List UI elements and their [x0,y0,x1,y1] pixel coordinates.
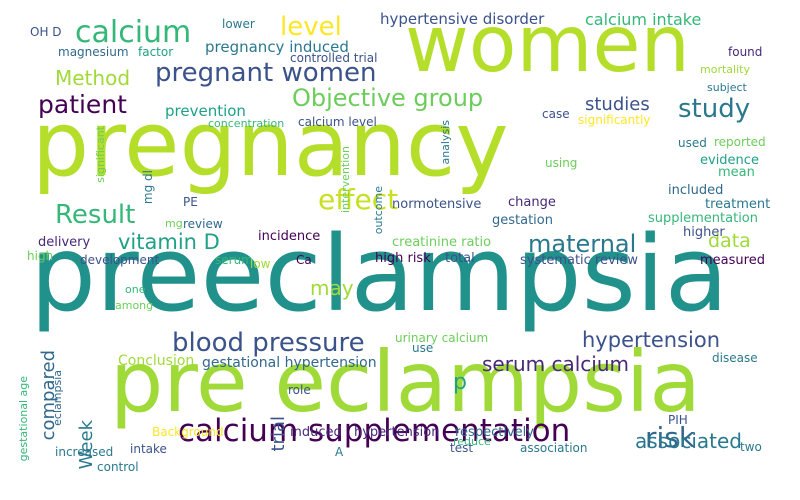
cloud-word: significantly [578,113,651,127]
cloud-word: blood pressure [172,328,365,358]
cloud-word: test [450,441,474,455]
cloud-word: controlled trial [290,51,378,65]
cloud-word: maternal [528,230,637,258]
cloud-word: pregnant women [155,58,377,88]
cloud-word: magnesium [58,45,129,59]
cloud-word: serum [215,253,253,267]
cloud-word: normotensive [392,197,482,212]
cloud-word: systematic review [520,253,638,268]
cloud-word: disease [712,351,758,365]
cloud-word: change [508,195,556,210]
cloud-word: creatinine ratio [392,235,492,250]
cloud-word: mg dl [141,170,155,205]
cloud-word: urinary calcium [395,331,489,345]
cloud-word: using [545,156,578,170]
cloud-word: case [542,107,570,121]
cloud-word: preeclampsia [30,213,729,335]
cloud-word: A [335,445,344,459]
cloud-word: patient [38,90,127,119]
cloud-word: mean [718,165,755,180]
cloud-word: evidence [700,153,759,168]
cloud-word: Background [152,425,224,439]
cloud-word: Method [55,66,131,90]
cloud-word: review [183,217,223,231]
cloud-word: intervention [339,146,352,213]
cloud-word: increased [55,445,114,459]
cloud-word: used [678,136,707,150]
cloud-word: effect [318,183,399,216]
cloud-word: included [668,183,724,198]
cloud-word: gestational age [17,376,30,462]
cloud-word: trial [268,416,289,452]
cloud-word: significant [94,126,107,183]
cloud-word: vitamin D [118,230,220,254]
cloud-word: calcium level [298,115,377,129]
cloud-word: among [115,299,154,312]
cloud-word: treatment [705,197,771,212]
cloud-word: level [280,12,342,42]
cloud-word: concentration [208,117,285,130]
cloud-word: Ca [296,253,312,267]
cloud-word: outcome [372,186,385,235]
cloud-word: calcium intake [585,10,702,29]
cloud-word: factor [138,45,174,59]
cloud-word: subject [707,81,747,94]
cloud-word: Objective group [292,84,484,112]
cloud-word: pregnancy induced [205,38,349,56]
cloud-word: induced [290,425,342,440]
cloud-word: p [453,370,467,395]
cloud-word: association [520,441,588,455]
cloud-word: eclampsia [51,370,64,426]
cloud-word: low [250,257,271,271]
cloud-word: delivery [38,235,91,250]
cloud-word: total [445,251,475,266]
cloud-word: pregnancy [32,92,509,197]
cloud-word: supplementation [648,211,758,226]
cloud-word: gestation [492,213,553,228]
cloud-word: Result [55,200,136,230]
cloud-word: calcium [75,15,192,50]
cloud-word: analysis [439,120,452,165]
cloud-word: higher [683,225,725,240]
cloud-word: respectively [455,425,534,440]
cloud-word: reported [714,135,766,149]
cloud-word: risk [645,421,696,454]
cloud-word: OH D [30,25,62,39]
cloud-word: data [708,230,751,252]
cloud-word: study [678,94,751,124]
cloud-word: found [728,45,763,59]
cloud-word: hypertension [582,328,721,352]
cloud-word: mortality [700,63,750,76]
cloud-word: lower [222,17,255,31]
cloud-word: hypertension [354,425,440,440]
cloud-word: serum calcium [482,352,629,376]
cloud-word: associated [635,429,742,453]
cloud-word: two [740,440,762,454]
cloud-word: pre eclampsia [110,333,701,431]
cloud-word: gestational hypertension [202,355,377,371]
cloud-word: PIH [668,413,688,427]
cloud-word: use [412,341,434,355]
cloud-word: may [310,276,354,300]
cloud-word: women [405,0,690,90]
cloud-word: high risk [375,251,431,266]
cloud-word: role [288,383,311,397]
cloud-word: intake [130,442,167,456]
cloud-word: studies [585,94,650,115]
cloud-word: calcium supplementation [178,413,571,449]
cloud-word: development [80,253,160,267]
cloud-word: hypertensive disorder [380,10,545,28]
cloud-word: prevention [165,102,246,120]
cloud-word: Conclusion [118,353,195,369]
cloud-word: one [125,283,146,296]
cloud-word: mg [165,217,183,230]
cloud-word: control [97,460,139,474]
cloud-word: incidence [258,229,321,244]
cloud-word: high [27,249,54,263]
cloud-word: measured [700,253,765,268]
cloud-word: reduce [453,435,491,448]
cloud-word: PE [183,195,198,209]
